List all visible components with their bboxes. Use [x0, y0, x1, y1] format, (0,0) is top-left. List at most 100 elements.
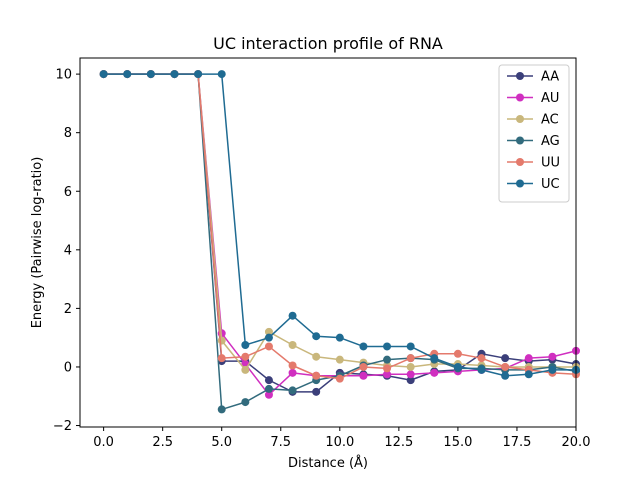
data-point-ag [383, 355, 392, 364]
x-tick-label: 7.5 [270, 435, 291, 450]
x-tick-label: 2.5 [152, 435, 173, 450]
legend: AA AU AC AG UU UC [498, 64, 570, 203]
data-point-aa [406, 376, 415, 385]
y-tick-label: 10 [55, 68, 72, 83]
x-tick-label: 17.5 [502, 435, 531, 450]
data-point-ac [217, 336, 226, 345]
data-point-uc [383, 342, 392, 351]
y-tick-label: 6 [64, 185, 72, 200]
chart-title: UC interaction profile of RNA [213, 34, 443, 53]
data-point-au [264, 390, 273, 399]
y-tick-label: 0 [64, 360, 72, 375]
x-tick-label: 15.0 [443, 435, 472, 450]
legend-item-ag: AG [507, 134, 560, 149]
legend-item-au: AU [507, 91, 559, 106]
x-tick-label: 0.0 [93, 435, 114, 450]
legend-label: AU [541, 91, 559, 106]
legend-marker [516, 179, 524, 188]
data-point-ac [312, 352, 321, 361]
data-point-uc [99, 70, 108, 79]
plot-lines [99, 70, 580, 414]
x-tick-label: 12.5 [384, 435, 413, 450]
data-point-uu [453, 349, 462, 358]
data-point-uc [288, 311, 297, 320]
data-point-au [383, 370, 392, 379]
data-point-aa [501, 354, 510, 363]
data-point-uc [453, 362, 462, 371]
y-axis-label: Energy (Pairwise log-ratio) [30, 157, 45, 329]
data-point-ag [264, 384, 273, 393]
data-point-uc [501, 371, 510, 380]
data-point-au [548, 352, 557, 361]
data-point-uc [146, 70, 155, 79]
data-point-au [359, 371, 368, 380]
data-point-uc [194, 70, 203, 79]
y-axis-ticks: −2 0 2 4 6 8 10 [53, 68, 80, 434]
data-point-ag [241, 398, 250, 407]
data-point-uc [524, 370, 533, 379]
legend-marker [516, 93, 524, 102]
data-point-uu [264, 342, 273, 351]
data-point-au [524, 354, 533, 363]
legend-label: AG [541, 134, 560, 149]
y-tick-label: 4 [64, 243, 72, 258]
x-axis-ticks: 0.0 2.5 5.0 7.5 10.0 12.5 15.0 17.5 20.0 [93, 427, 590, 450]
data-point-uc [264, 333, 273, 342]
data-point-uu [383, 364, 392, 373]
series-uc [99, 70, 580, 380]
data-point-ac [406, 362, 415, 371]
data-point-uu [312, 371, 321, 380]
data-point-au [406, 370, 415, 379]
data-point-uu [501, 362, 510, 371]
data-point-uu [288, 361, 297, 370]
y-tick-label: 2 [64, 302, 72, 317]
legend-item-uu: UU [507, 156, 560, 171]
legend-marker [516, 136, 524, 145]
legend-marker [516, 72, 524, 80]
data-point-ac [264, 327, 273, 336]
data-point-ag [217, 405, 226, 414]
x-tick-label: 5.0 [211, 435, 232, 450]
data-point-uc [430, 354, 439, 363]
y-tick-label: −2 [53, 419, 72, 434]
data-point-uc [241, 341, 250, 349]
legend-label: AA [541, 70, 559, 85]
legend-marker [516, 115, 524, 123]
y-tick-label: 8 [64, 126, 72, 141]
data-point-aa [264, 376, 273, 385]
data-point-uu [241, 352, 250, 361]
data-point-uc [335, 333, 344, 342]
data-point-aa [312, 387, 321, 396]
data-point-ac [288, 341, 297, 349]
data-point-au [288, 368, 297, 377]
data-point-uu [335, 374, 344, 383]
data-point-uc [123, 70, 132, 79]
legend-item-uc: UC [507, 177, 560, 192]
data-point-ac [335, 355, 344, 364]
plot-frame [79, 57, 577, 428]
legend-label: UU [541, 156, 560, 171]
legend-item-ac: AC [507, 113, 559, 128]
data-point-uc [359, 342, 368, 351]
legend-marker [516, 158, 524, 166]
data-point-uc [170, 70, 179, 79]
data-point-uc [477, 365, 486, 374]
data-point-uu [477, 354, 486, 363]
data-point-uc [312, 332, 321, 341]
data-point-uu [217, 354, 226, 363]
data-point-au [430, 368, 439, 377]
data-point-uc [217, 70, 226, 79]
legend-label: AC [541, 113, 559, 128]
x-tick-label: 20.0 [562, 435, 591, 450]
legend-item-aa: AA [507, 70, 559, 85]
data-point-uc [548, 365, 557, 374]
data-point-ag [288, 386, 297, 395]
data-point-uu [359, 362, 368, 371]
legend-label: UC [541, 177, 560, 192]
x-axis-label: Distance (Å) [288, 455, 368, 471]
x-tick-label: 10.0 [325, 435, 354, 450]
data-point-uc [406, 342, 415, 351]
data-point-ac [241, 365, 250, 374]
data-point-uu [406, 354, 415, 363]
